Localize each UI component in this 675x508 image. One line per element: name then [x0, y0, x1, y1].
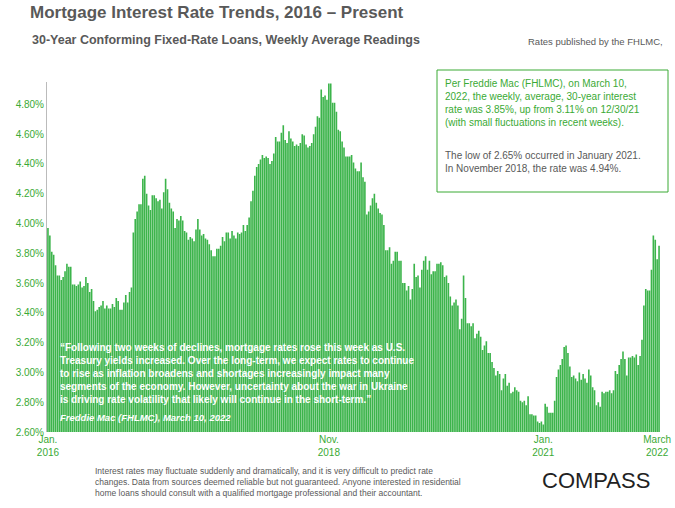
- svg-text:Per Freddie Mac (FHLMC), on Ma: Per Freddie Mac (FHLMC), on March 10,202…: [445, 78, 640, 128]
- svg-text:4.20%: 4.20%: [16, 188, 44, 199]
- svg-text:3.40%: 3.40%: [16, 307, 44, 318]
- svg-text:2.80%: 2.80%: [16, 397, 44, 408]
- svg-text:Mortgage Interest Rate Trends,: Mortgage Interest Rate Trends, 2016 – Pr…: [30, 3, 404, 22]
- svg-text:“Following two weeks of declin: “Following two weeks of declines, mortga…: [60, 342, 414, 405]
- svg-text:Freddie Mac (FHLMC), March 10,: Freddie Mac (FHLMC), March 10, 2022: [60, 412, 231, 423]
- svg-text:Interest rates may fluctuate s: Interest rates may fluctuate suddenly an…: [95, 466, 461, 498]
- svg-text:4.80%: 4.80%: [16, 99, 44, 110]
- svg-text:4.60%: 4.60%: [16, 129, 44, 140]
- svg-text:The low of 2.65% occurred in J: The low of 2.65% occurred in January 202…: [445, 150, 641, 174]
- svg-text:Jan.2021: Jan.2021: [532, 434, 555, 458]
- svg-text:Nov.2018: Nov.2018: [318, 434, 341, 458]
- svg-text:3.60%: 3.60%: [16, 278, 44, 289]
- svg-text:4.00%: 4.00%: [16, 218, 44, 229]
- svg-text:COMPASS: COMPASS: [542, 468, 650, 493]
- svg-text:March2022: March2022: [643, 434, 671, 458]
- svg-text:2.60%: 2.60%: [16, 427, 44, 438]
- svg-text:Jan.2016: Jan.2016: [37, 434, 60, 458]
- svg-text:4.40%: 4.40%: [16, 158, 44, 169]
- svg-text:3.00%: 3.00%: [16, 367, 44, 378]
- svg-text:3.20%: 3.20%: [16, 337, 44, 348]
- svg-text:3.80%: 3.80%: [16, 248, 44, 259]
- svg-text:Rates published by the FHLMC,: Rates published by the FHLMC,: [528, 36, 663, 47]
- svg-text:30-Year Conforming Fixed-Rate: 30-Year Conforming Fixed-Rate Loans, Wee…: [32, 33, 420, 47]
